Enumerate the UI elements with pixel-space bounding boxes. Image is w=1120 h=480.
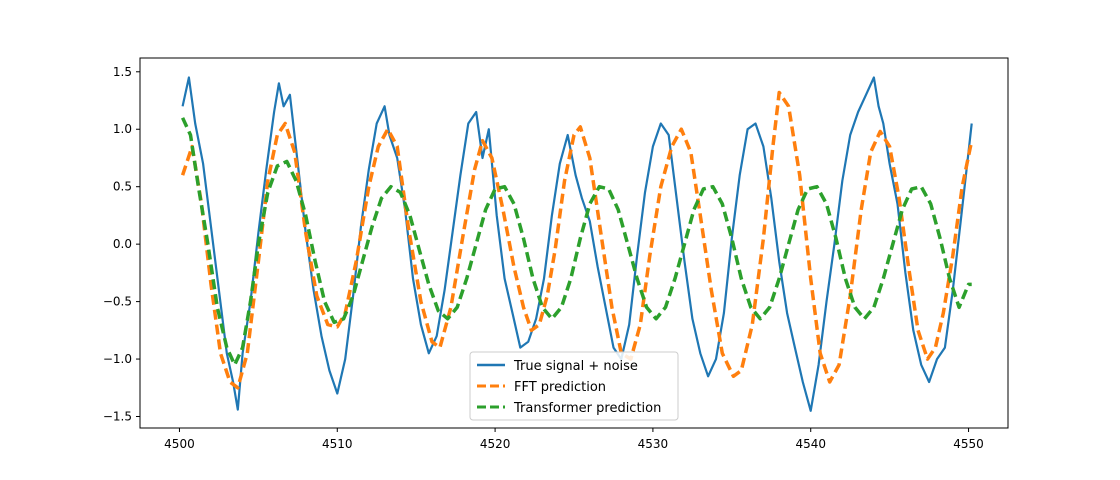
y-tick-label: 1.5 (113, 65, 132, 79)
x-tick-label: 4550 (953, 437, 984, 451)
plot-area (180, 76, 974, 412)
y-tick-label: −1.5 (103, 410, 132, 424)
x-tick-label: 4530 (638, 437, 669, 451)
legend-label-true-signal: True signal + noise (513, 359, 638, 374)
legend-label-fft: FFT prediction (514, 380, 606, 395)
series-true-signal-line (181, 76, 973, 412)
x-tick-label: 4500 (164, 437, 195, 451)
y-tick-label: −0.5 (103, 295, 132, 309)
axes-frame (139, 57, 1009, 429)
x-tick-label: 4520 (480, 437, 511, 451)
legend-box (469, 351, 679, 421)
series-fft-prediction-line (180, 90, 974, 390)
legend-label-transformer: Transformer prediction (513, 401, 661, 416)
legend: True signal + noise FFT prediction Trans… (469, 351, 679, 421)
y-tick-label: 1.0 (113, 122, 132, 136)
x-axis: 4500 4510 4520 4530 4540 4550 (164, 428, 984, 451)
y-tick-label: 0.0 (113, 237, 132, 251)
y-tick-label: −1.0 (103, 352, 132, 366)
y-tick-label: 0.5 (113, 180, 132, 194)
series-transformer-prediction-line (181, 117, 972, 367)
x-tick-label: 4510 (322, 437, 353, 451)
y-axis: −1.5 −1.0 −0.5 0.0 0.5 1.0 1.5 (103, 65, 140, 424)
x-tick-label: 4540 (795, 437, 826, 451)
